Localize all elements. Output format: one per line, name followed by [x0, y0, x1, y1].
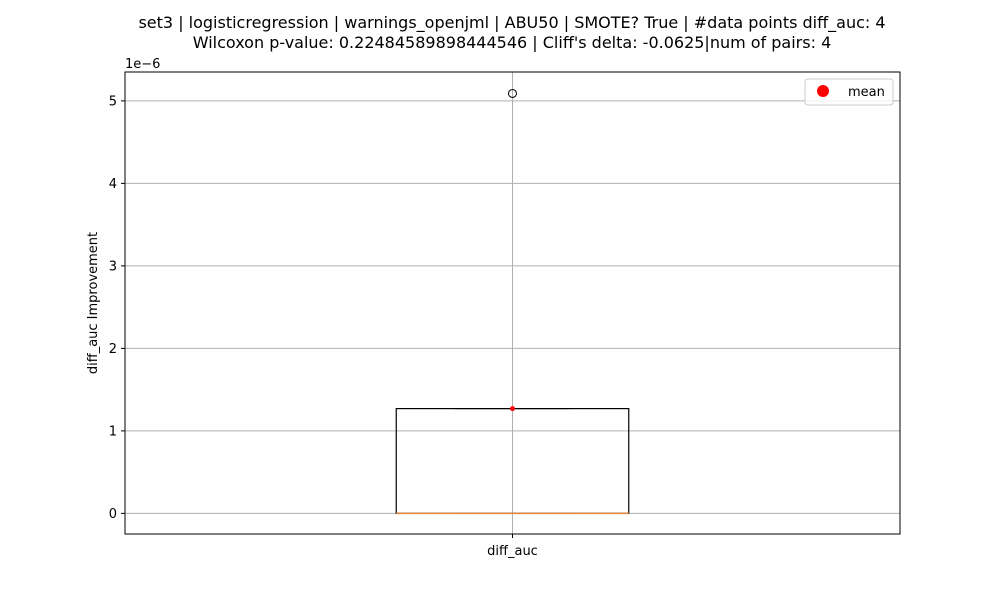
legend-mean-marker: [817, 85, 829, 97]
mean-point: [510, 406, 515, 412]
y-offset-label: 1e−6: [125, 57, 160, 72]
chart-title-line2: Wilcoxon p-value: 0.22484589898444546 | …: [193, 33, 832, 52]
legend-mean-label: mean: [848, 85, 885, 100]
chart-title-line1: set3 | logisticregression | warnings_ope…: [138, 13, 885, 33]
y-axis-label: diff_auc Improvement: [86, 232, 101, 374]
y-tick-label: 4: [109, 177, 117, 192]
outlier-point: [508, 88, 517, 98]
plot-layer: [395, 88, 630, 515]
grid-layer: [125, 72, 900, 534]
y-tick-label: 2: [109, 342, 117, 357]
y-tick-label: 5: [109, 94, 117, 109]
legend: mean: [804, 78, 894, 106]
y-tick-label: 0: [109, 507, 117, 522]
y-tick-label: 1: [109, 424, 117, 439]
legend-box: [804, 78, 894, 106]
axis-layer: 0 1 2 3 4 5 diff_auc: [109, 94, 538, 559]
y-tick-label: 3: [109, 259, 117, 274]
x-tick-label: diff_auc: [487, 544, 538, 559]
